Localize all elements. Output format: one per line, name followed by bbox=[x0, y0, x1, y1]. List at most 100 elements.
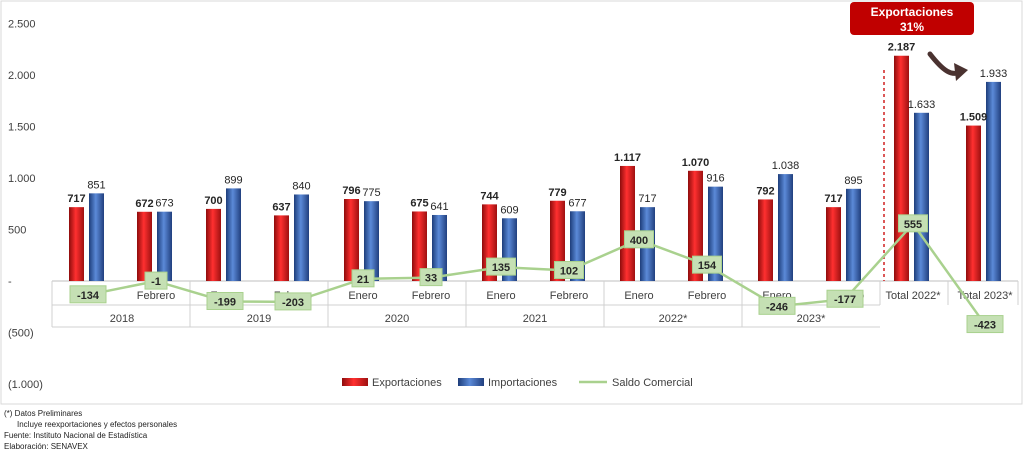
x-group-label: 2020 bbox=[385, 313, 409, 325]
import-value-label: 673 bbox=[155, 198, 173, 210]
balance-value-label: -177 bbox=[834, 294, 856, 306]
x-tick-label: Febrero bbox=[137, 290, 176, 302]
annotation-arrowhead bbox=[954, 63, 968, 81]
x-tick-label: Enero bbox=[348, 290, 377, 302]
import-bar bbox=[914, 112, 929, 282]
export-bar bbox=[137, 211, 152, 281]
import-value-label: 641 bbox=[430, 201, 448, 213]
balance-value-label: 555 bbox=[904, 219, 922, 231]
export-bar bbox=[966, 125, 981, 281]
y-tick-label: 500 bbox=[8, 225, 26, 237]
export-bar bbox=[274, 215, 289, 281]
balance-value-label: 33 bbox=[425, 273, 437, 285]
export-value-label: 1.509 bbox=[960, 112, 988, 124]
footnote-reexports: Incluye reexportaciones y efectos person… bbox=[17, 420, 178, 429]
import-value-label: 895 bbox=[844, 175, 862, 187]
import-value-label: 851 bbox=[87, 179, 105, 191]
import-bar bbox=[986, 81, 1001, 281]
footnote-preliminary: (*) Datos Preliminares bbox=[4, 409, 83, 418]
import-value-label: 609 bbox=[500, 204, 518, 216]
balance-value-label: -134 bbox=[77, 290, 100, 302]
y-tick-label: 2.500 bbox=[8, 19, 36, 31]
y-tick-label: - bbox=[8, 276, 12, 288]
import-bar bbox=[364, 201, 379, 281]
legend-label-exports: Exportaciones bbox=[372, 377, 442, 389]
legend-label-imports: Importaciones bbox=[488, 377, 558, 389]
x-tick-label: Total 2023* bbox=[957, 290, 1013, 302]
export-value-label: 779 bbox=[548, 187, 566, 199]
balance-value-label: 135 bbox=[492, 262, 510, 274]
export-value-label: 1.117 bbox=[614, 152, 641, 164]
export-value-label: 717 bbox=[824, 193, 842, 205]
import-value-label: 775 bbox=[362, 187, 380, 199]
balance-label-box bbox=[274, 292, 312, 311]
x-tick-label: Febrero bbox=[688, 290, 727, 302]
export-bar bbox=[69, 207, 84, 281]
balance-value-label: -423 bbox=[974, 320, 996, 332]
import-value-label: 1.933 bbox=[980, 68, 1008, 80]
y-tick-label: (1.000) bbox=[8, 379, 43, 391]
x-group-label: 2022* bbox=[659, 313, 688, 325]
export-bar bbox=[344, 199, 359, 281]
export-bar bbox=[894, 55, 909, 281]
x-group-label: 2019 bbox=[247, 313, 271, 325]
export-bar bbox=[550, 200, 565, 281]
export-value-label: 672 bbox=[135, 198, 153, 210]
import-bar bbox=[157, 211, 172, 281]
footnote-source: Fuente: Instituto Nacional de Estadístic… bbox=[4, 431, 148, 440]
export-bar bbox=[206, 208, 221, 281]
import-value-label: 677 bbox=[568, 197, 586, 209]
chart-frame bbox=[0, 0, 1023, 405]
footnotes: (*) Datos Preliminares Incluye reexporta… bbox=[4, 408, 177, 452]
balance-value-label: -203 bbox=[282, 297, 304, 309]
legend-swatch-exports bbox=[342, 378, 368, 386]
export-bar bbox=[826, 207, 841, 281]
export-bar bbox=[688, 170, 703, 281]
balance-label-box bbox=[419, 268, 443, 287]
legend-label-balance: Saldo Comercial bbox=[612, 377, 693, 389]
footnote-elaboration: Elaboración: SENAVEX bbox=[4, 442, 88, 451]
x-group-label: 2023* bbox=[797, 313, 826, 325]
x-tick-label: Enero bbox=[486, 290, 515, 302]
balance-value-label: -246 bbox=[766, 301, 788, 313]
annotation-value: 31% bbox=[900, 20, 924, 34]
x-group-label: 2018 bbox=[110, 313, 134, 325]
x-group-label: 2021 bbox=[523, 313, 547, 325]
balance-label-box bbox=[351, 269, 375, 288]
export-value-label: 792 bbox=[756, 185, 774, 197]
export-value-label: 744 bbox=[480, 190, 499, 202]
y-tick-label: 1.000 bbox=[8, 173, 36, 185]
x-tick-label: Febrero bbox=[550, 290, 589, 302]
balance-value-label: -1 bbox=[151, 276, 161, 288]
export-bar bbox=[412, 211, 427, 281]
balance-label-box bbox=[144, 271, 168, 290]
import-bar bbox=[226, 188, 241, 281]
import-bar bbox=[778, 174, 793, 281]
balance-value-label: 21 bbox=[357, 274, 369, 286]
balance-label-box bbox=[554, 260, 584, 279]
balance-value-label: 154 bbox=[698, 260, 717, 272]
x-tick-label: Total 2022* bbox=[885, 290, 941, 302]
export-value-label: 717 bbox=[67, 193, 85, 205]
x-tick-label: Enero bbox=[624, 290, 653, 302]
export-value-label: 2.187 bbox=[888, 42, 916, 54]
balance-label-box bbox=[206, 291, 244, 310]
y-tick-label: (500) bbox=[8, 328, 34, 340]
import-bar bbox=[294, 194, 309, 281]
export-value-label: 796 bbox=[342, 185, 360, 197]
balance-label-box bbox=[826, 289, 864, 308]
balance-label-box bbox=[692, 255, 722, 274]
balance-label-box bbox=[624, 230, 654, 249]
export-value-label: 637 bbox=[272, 201, 290, 213]
import-value-label: 717 bbox=[638, 193, 656, 205]
import-value-label: 1.038 bbox=[772, 160, 800, 172]
export-bar bbox=[758, 199, 773, 281]
export-bar bbox=[620, 165, 635, 281]
y-tick-label: 1.500 bbox=[8, 122, 36, 134]
balance-label-box bbox=[966, 315, 1004, 334]
import-value-label: 840 bbox=[292, 180, 310, 192]
import-value-label: 1.633 bbox=[908, 99, 936, 111]
balance-label-box bbox=[69, 285, 107, 304]
import-value-label: 899 bbox=[224, 174, 242, 186]
